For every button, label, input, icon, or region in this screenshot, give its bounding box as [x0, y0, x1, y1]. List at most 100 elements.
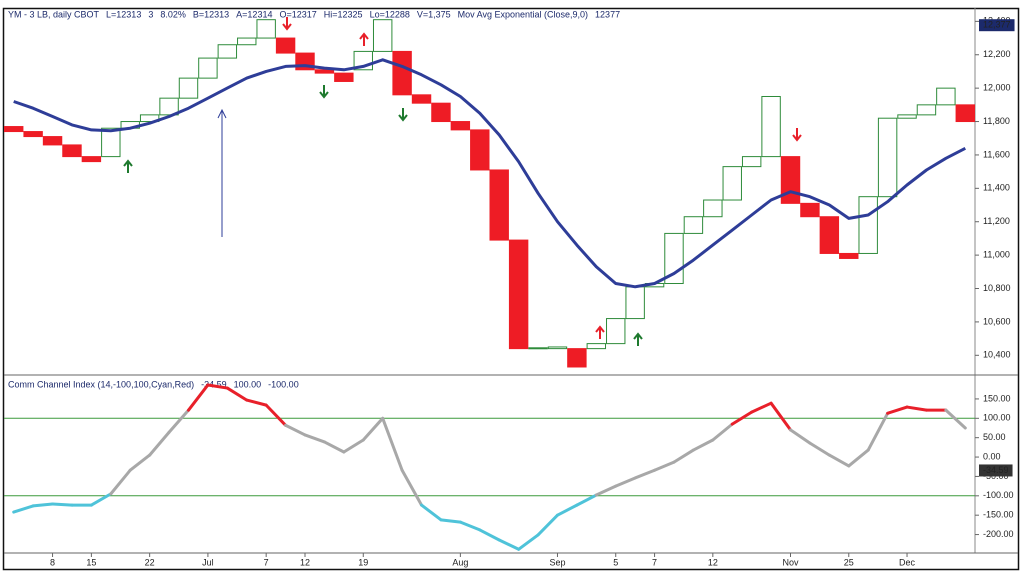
header-text: 8.02%: [160, 9, 186, 19]
cci-segment: [905, 405, 928, 412]
down-brick: [955, 104, 976, 123]
y-tick-label: 12,000: [983, 83, 1011, 93]
last-value-label: 12,377: [983, 20, 1011, 30]
header-text: O=12317: [279, 9, 316, 19]
down-brick: [431, 102, 451, 123]
last-value-label: -34.59: [983, 465, 1009, 475]
y-tick-label: -200.00: [983, 529, 1014, 539]
cci-segment: [827, 453, 851, 468]
cci-segment: [264, 403, 288, 427]
x-tick-label: 5: [613, 557, 618, 567]
cci-segment: [381, 416, 404, 472]
last-value-box: [979, 19, 1015, 32]
down-brick: [839, 252, 859, 259]
y-tick-label: 11,000: [983, 249, 1010, 259]
x-tick-label: 15: [86, 557, 96, 567]
down-brick: [4, 126, 24, 133]
up-brick: [664, 232, 684, 285]
x-tick-label: 12: [300, 557, 310, 567]
cci-segment: [653, 460, 676, 472]
ema-line: [13, 58, 966, 289]
up-brick: [761, 95, 781, 158]
y-tick-label: 150.00: [983, 393, 1011, 403]
cci-segment: [536, 513, 559, 537]
header-text: B=12313: [193, 9, 229, 19]
up-brick: [237, 37, 257, 46]
down-brick: [800, 202, 820, 218]
cci-segment: [186, 383, 210, 412]
up-brick: [703, 199, 723, 218]
header-text: 100.00: [234, 379, 262, 389]
up-brick: [606, 318, 626, 345]
cci-segment: [303, 433, 326, 444]
signal-arrows: [123, 17, 802, 346]
x-tick-label: 8: [50, 557, 55, 567]
down-brick: [275, 37, 296, 54]
x-tick-label: Aug: [452, 557, 468, 567]
down-brick: [470, 129, 490, 171]
cci-segment: [750, 401, 773, 414]
header-text: Mov Avg Exponential (Close,9,0): [458, 9, 588, 19]
cci-segment: [691, 438, 715, 452]
header-text: Comm Channel Index (14,-100,100,Cyan,Red…: [8, 379, 194, 389]
x-tick-label: Sep: [549, 557, 565, 567]
down-brick: [334, 72, 354, 82]
cci-segment: [633, 468, 657, 480]
x-tick-label: Nov: [783, 557, 800, 567]
x-tick-label: Dec: [899, 557, 916, 567]
y-tick-label: 0.00: [983, 451, 1001, 461]
y-tick-label: 11,600: [983, 149, 1010, 159]
down-brick: [81, 156, 102, 163]
header-text: YM - 3 LB, daily CBOT: [8, 9, 100, 19]
cci-segment: [284, 423, 307, 437]
header-text: Lo=12288: [370, 9, 410, 19]
sell-arrow: [792, 128, 802, 142]
cci-segment: [322, 440, 346, 454]
down-brick: [411, 94, 432, 104]
down-brick: [780, 156, 801, 204]
y-tick-label: 50.00: [983, 432, 1006, 442]
x-tick-label: 7: [652, 557, 657, 567]
down-brick: [819, 216, 840, 254]
header-text: V=1,375: [417, 9, 451, 19]
header-text: Hi=12325: [324, 9, 363, 19]
annotation-arrowhead: [217, 108, 227, 119]
sell-arrow: [398, 108, 408, 122]
up-brick: [139, 114, 160, 123]
cci-segment: [361, 416, 385, 442]
cci-segment: [478, 528, 501, 542]
up-brick: [683, 216, 704, 234]
up-brick: [528, 347, 548, 350]
up-brick: [101, 127, 121, 158]
y-tick-label: 10,800: [983, 283, 1011, 293]
up-brick: [586, 343, 607, 350]
down-brick: [314, 69, 335, 74]
y-tick-label: -150.00: [983, 510, 1014, 520]
y-tick-label: 10,400: [983, 350, 1011, 360]
y-tick-label: 10,600: [983, 316, 1011, 326]
buy-arrow: [595, 325, 605, 339]
cci-segment: [167, 408, 190, 434]
cci-segment: [148, 430, 171, 457]
cci-segment: [400, 468, 424, 507]
header-text: 3: [148, 9, 153, 19]
cci-segment: [555, 503, 579, 517]
down-brick: [450, 121, 471, 131]
down-brick: [62, 144, 82, 158]
cci-segment: [458, 520, 482, 532]
up-brick: [877, 117, 898, 198]
cci-segment: [12, 504, 35, 514]
frame: [2, 7, 1020, 571]
x-tick-label: 7: [264, 557, 269, 567]
header-text: -100.00: [268, 379, 299, 389]
last-value-box: [979, 464, 1013, 477]
header-text: -34.59: [201, 379, 227, 389]
cci-segment: [497, 538, 521, 551]
y-tick-label: 11,200: [983, 216, 1010, 226]
up-brick: [217, 44, 238, 59]
cci-segment: [730, 410, 754, 426]
down-brick: [392, 50, 412, 96]
cci-segment: [245, 398, 268, 407]
y-tick-label: 11,400: [983, 183, 1010, 193]
cci-segment: [808, 441, 831, 457]
